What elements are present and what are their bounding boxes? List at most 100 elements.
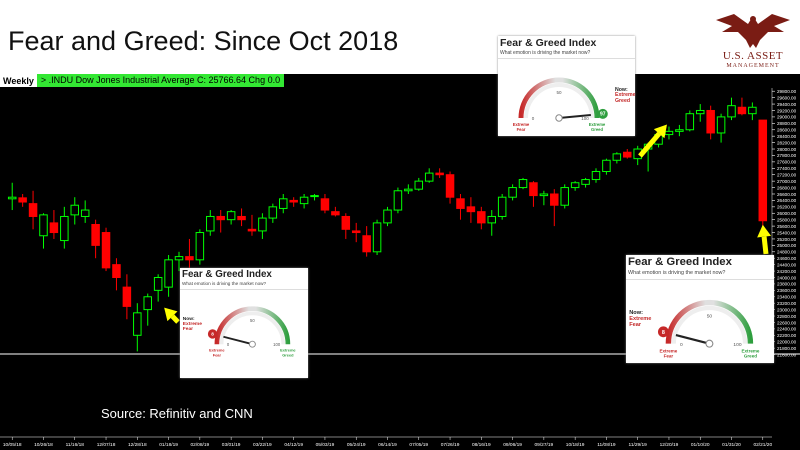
y-tick-label: 22800.00 [777,314,797,319]
candle [518,177,528,190]
y-tick-label: 26200.00 [777,205,797,210]
candle [372,219,382,256]
gauge-scale-mark: 100 [273,342,281,347]
gauge-extreme-label: Extreme [741,348,759,353]
fear-greed-title: Fear & Greed Index [182,269,272,280]
divider [498,58,635,59]
arrow-extreme-greed-2020 [638,124,667,158]
fear-greed-now-state: Now: Extreme Fear [183,317,202,332]
gauge-scale-mark: 0 [680,342,683,348]
company-logo: U.S. ASSET MANAGEMENT [712,10,794,72]
gauge-value-badge [207,329,217,340]
y-tick-label: 29000.00 [777,115,797,120]
candle-body [487,215,496,224]
fear-greed-card: Fear & Greed Index What emotion is drivin… [498,36,635,136]
y-tick-label: 23000.00 [777,307,797,312]
candle-body [560,187,569,206]
gauge-arc [518,77,600,119]
candle [247,214,257,236]
gauge-hub [705,339,714,348]
now-state-word: Fear [629,321,642,328]
gauge-scale-mark: 50 [556,90,562,95]
candle [362,226,371,257]
y-tick-label: 26800.00 [777,185,797,190]
candle-body [133,312,142,336]
candle-body [351,230,361,234]
candle [393,187,403,214]
candle-body [372,222,382,253]
candle-body [268,206,278,219]
y-tick-label: 23400.00 [777,295,797,300]
candle-body [299,196,309,205]
candle [445,171,455,204]
candle-body [695,109,705,115]
candle-body [216,215,225,221]
y-tick-label: 22000.00 [777,340,797,345]
y-tick-label: 27600.00 [777,160,797,165]
x-tick-label: 05/24/19 [347,442,366,448]
fear-greed-title: Fear & Greed Index [628,256,732,268]
fear-greed-card: Fear & Greed Index What emotion is drivin… [626,255,774,363]
candle [550,189,559,227]
x-tick-label: 12/20/19 [660,442,679,448]
gauge-needle [558,113,591,119]
candle-body [331,211,340,216]
candle [435,168,444,178]
gauge-needle [675,333,710,345]
y-tick-label: 28200.00 [777,140,797,145]
candle [539,190,549,206]
now-label: Now: [629,310,643,317]
candle-body [60,215,69,242]
candle [341,213,351,239]
candle-body [39,214,48,237]
y-tick-label: 29400.00 [777,102,797,107]
gauge-scale-mark: 0 [226,342,229,347]
candle [195,229,205,265]
candle [7,182,17,211]
candle-body [195,232,205,261]
gauge-scale-mark: 50 [706,314,712,320]
x-tick-label: 10/05/18 [3,442,22,448]
y-tick-label: 28600.00 [777,128,797,133]
candle-body [341,215,351,230]
x-tick-label: 01/18/19 [159,442,178,448]
gauge-scale-mark: 100 [581,116,589,121]
x-tick-label: 08/16/19 [472,442,491,448]
y-tick-label: 28000.00 [777,147,797,152]
y-tick-label: 24400.00 [777,262,797,267]
x-tick-label: 01/31/20 [722,442,741,448]
candle [49,210,59,239]
candle [716,113,726,143]
gauge-needle [222,336,253,346]
gauge-scale-mark: 100 [733,342,741,348]
candle-body [362,235,371,253]
candle [18,193,27,207]
candle [466,197,476,223]
y-tick-label: 24600.00 [777,256,797,261]
x-tick-label: 11/29/19 [629,442,648,448]
candle [206,210,215,236]
candle [143,293,152,326]
candle-body [404,188,413,192]
candle [164,255,173,297]
candle [404,184,413,194]
fear-greed-now-state: Now: Extreme Fear [629,310,651,329]
candle-body [529,182,538,197]
candle-body [716,116,726,134]
candle-body [602,159,611,173]
candle-body [664,130,674,136]
candle-body [570,182,580,189]
y-tick-label: 21600.00 [777,352,797,357]
y-tick-label: 25400.00 [777,230,797,235]
gauge-value: 97 [600,112,606,118]
fear-greed-title: Fear & Greed Index [500,37,597,49]
candle-body [393,190,403,211]
gauge-extreme-label: Greed [591,127,604,132]
candle-body [164,259,173,288]
y-tick-label: 28400.00 [777,134,797,139]
y-tick-label: 25800.00 [777,217,797,222]
candle-body [279,198,288,209]
y-tick-label: 27800.00 [777,153,797,158]
